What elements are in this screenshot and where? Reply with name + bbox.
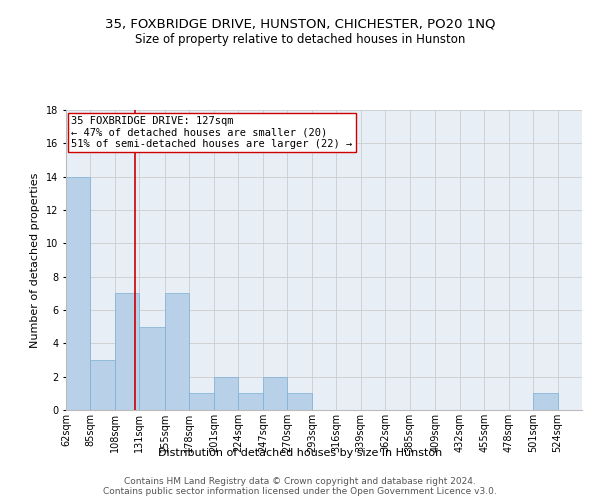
Text: Size of property relative to detached houses in Hunston: Size of property relative to detached ho… [135,32,465,46]
Bar [115,294,139,410]
Text: Contains public sector information licensed under the Open Government Licence v3: Contains public sector information licen… [103,486,497,496]
Y-axis label: Number of detached properties: Number of detached properties [31,172,40,348]
Bar [238,394,263,410]
Bar [214,376,238,410]
Text: 35 FOXBRIDGE DRIVE: 127sqm
← 47% of detached houses are smaller (20)
51% of semi: 35 FOXBRIDGE DRIVE: 127sqm ← 47% of deta… [71,116,352,149]
Bar [287,394,312,410]
Bar [263,376,287,410]
Text: Distribution of detached houses by size in Hunston: Distribution of detached houses by size … [158,448,442,458]
Bar [91,360,115,410]
Bar [533,394,557,410]
Bar [190,394,214,410]
Bar [165,294,190,410]
Text: Contains HM Land Registry data © Crown copyright and database right 2024.: Contains HM Land Registry data © Crown c… [124,476,476,486]
Text: 35, FOXBRIDGE DRIVE, HUNSTON, CHICHESTER, PO20 1NQ: 35, FOXBRIDGE DRIVE, HUNSTON, CHICHESTER… [105,18,495,30]
Bar [66,176,91,410]
Bar [139,326,165,410]
